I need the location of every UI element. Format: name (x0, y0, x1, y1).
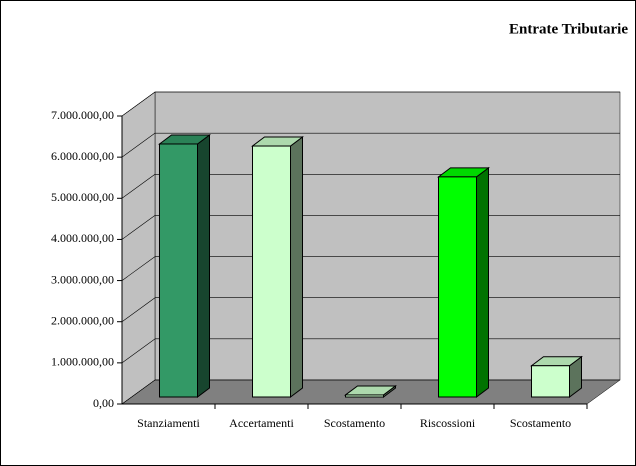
bar-side (476, 166, 489, 398)
y-tick-label: 7.000.000,00 (51, 108, 114, 122)
grid-line (121, 297, 156, 322)
y-tick-label: 1.000.000,00 (51, 355, 114, 369)
grid-line (121, 379, 156, 405)
y-tick-label: 4.000.000,00 (51, 231, 114, 245)
grid-line (121, 174, 156, 199)
grid-line (121, 256, 156, 281)
y-tick-label: 6.000.000,00 (51, 149, 114, 163)
bar-side (290, 136, 303, 398)
bar (438, 176, 477, 398)
y-tick-label: 2.000.000,00 (51, 313, 114, 327)
y-tick-label: 3.000.000,00 (51, 272, 114, 286)
grid-line (121, 215, 156, 240)
x-tick-label: Accertamenti (229, 416, 294, 430)
chart-title: Entrate Tributarie (509, 21, 628, 37)
bar-side (197, 133, 210, 398)
bar (531, 365, 570, 398)
bar (345, 394, 384, 398)
grid-line (121, 91, 156, 117)
x-tick-label: Scostamento (324, 416, 385, 430)
back-wall (154, 91, 621, 381)
grid-line (121, 132, 156, 158)
y-tick-label: 5.000.000,00 (51, 190, 114, 204)
side-wall (121, 91, 156, 405)
x-tick-label: Riscossioni (420, 416, 476, 430)
bar (252, 145, 291, 398)
x-tick-label: Stanziamenti (137, 416, 200, 430)
x-tick-label: Scostamento (510, 416, 571, 430)
bar (159, 143, 198, 398)
y-tick-label: 0,00 (93, 396, 114, 410)
grid-line (121, 338, 156, 364)
